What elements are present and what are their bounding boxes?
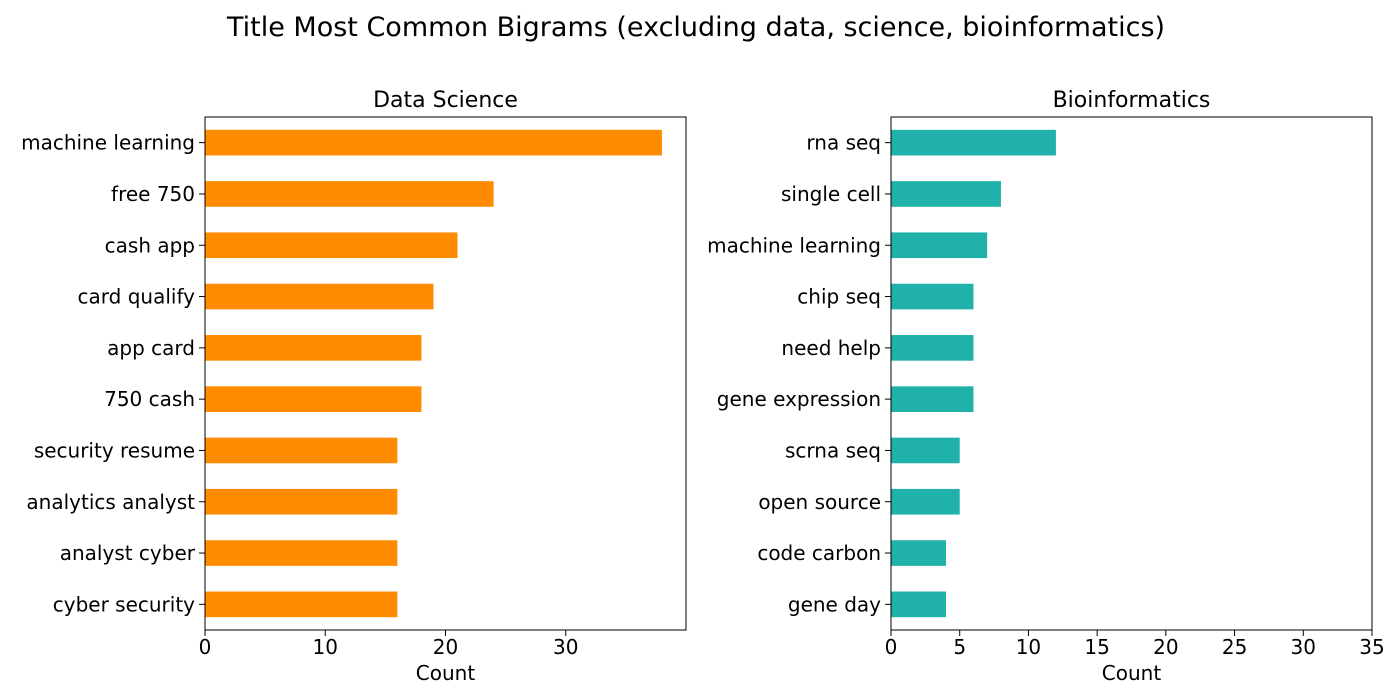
x-tick-label: 20 bbox=[433, 635, 458, 659]
subplots: machine learning free 750 cash app card qua… bbox=[21, 88, 1385, 685]
y-tick-label: gene expression bbox=[717, 387, 881, 411]
bar-gene-day bbox=[891, 591, 946, 618]
x-tick-label: 30 bbox=[1291, 635, 1316, 659]
x-tick-label: 10 bbox=[313, 635, 338, 659]
bar-need-help bbox=[891, 335, 974, 361]
bar-gene-expression bbox=[891, 386, 974, 412]
plot-frame bbox=[890, 116, 1373, 631]
bar-750-cash bbox=[205, 386, 422, 412]
bar-chip-seq bbox=[891, 283, 974, 310]
bar-analytics-analyst bbox=[205, 488, 398, 515]
figure-title: Title Most Common Bigrams (excluding dat… bbox=[226, 12, 1165, 43]
bar-app-card bbox=[205, 335, 422, 361]
bar-machine-learning bbox=[891, 232, 988, 259]
bar-scrna-seq bbox=[891, 437, 960, 464]
bar-rna-seq bbox=[891, 129, 1056, 156]
bar-free-750 bbox=[205, 181, 494, 207]
x-tick-label: 10 bbox=[1016, 635, 1041, 659]
x-tick-label: 5 bbox=[953, 635, 966, 659]
y-tick-label: rna seq bbox=[806, 131, 881, 155]
x-tick-label: 15 bbox=[1084, 635, 1109, 659]
bar-code-carbon bbox=[891, 540, 946, 566]
y-tick-label: cyber security bbox=[53, 592, 195, 616]
bar-open-source bbox=[891, 488, 960, 515]
y-tick-label: card qualify bbox=[78, 285, 196, 309]
y-tick-label: app card bbox=[107, 336, 195, 360]
y-tick-label: open source bbox=[758, 490, 881, 514]
y-tick-label: chip seq bbox=[797, 285, 881, 309]
y-tick-label: machine learning bbox=[21, 131, 195, 155]
y-tick-label: analytics analyst bbox=[26, 490, 195, 514]
bar-cyber-security bbox=[205, 591, 398, 618]
y-tick-label: code carbon bbox=[757, 541, 881, 565]
y-tick-label: single cell bbox=[781, 182, 881, 206]
x-tick-label: 35 bbox=[1359, 635, 1384, 659]
chart-bioinformatics: rna seq single cell machine learning chip s… bbox=[707, 88, 1385, 685]
x-tick-label: 0 bbox=[885, 635, 898, 659]
x-tick-label: 30 bbox=[553, 635, 578, 659]
bar-card-qualify bbox=[205, 283, 434, 310]
subplot-title: Data Science bbox=[373, 88, 518, 113]
y-tick-label: free 750 bbox=[111, 182, 195, 206]
x-tick-label: 20 bbox=[1153, 635, 1178, 659]
y-tick-label: gene day bbox=[788, 592, 881, 616]
bar-security-resume bbox=[205, 437, 398, 464]
y-tick-label: machine learning bbox=[707, 233, 881, 257]
y-tick-label: 750 cash bbox=[104, 387, 195, 411]
x-axis-label: Count bbox=[416, 661, 476, 685]
y-tick-label: analyst cyber bbox=[60, 541, 196, 565]
x-axis-label: Count bbox=[1102, 661, 1162, 685]
bar-analyst-cyber bbox=[205, 540, 398, 566]
x-tick-label: 0 bbox=[199, 635, 212, 659]
chart-data-science: machine learning free 750 cash app card qua… bbox=[21, 88, 687, 685]
y-tick-label: scrna seq bbox=[785, 438, 881, 462]
y-tick-label: security resume bbox=[34, 438, 195, 462]
x-tick-label: 25 bbox=[1222, 635, 1247, 659]
bar-cash-app bbox=[205, 232, 458, 259]
bar-machine-learning bbox=[205, 129, 662, 156]
subplot-title: Bioinformatics bbox=[1053, 88, 1211, 113]
bar-single-cell bbox=[891, 181, 1001, 207]
y-tick-label: cash app bbox=[105, 233, 195, 257]
y-tick-label: need help bbox=[781, 336, 881, 360]
